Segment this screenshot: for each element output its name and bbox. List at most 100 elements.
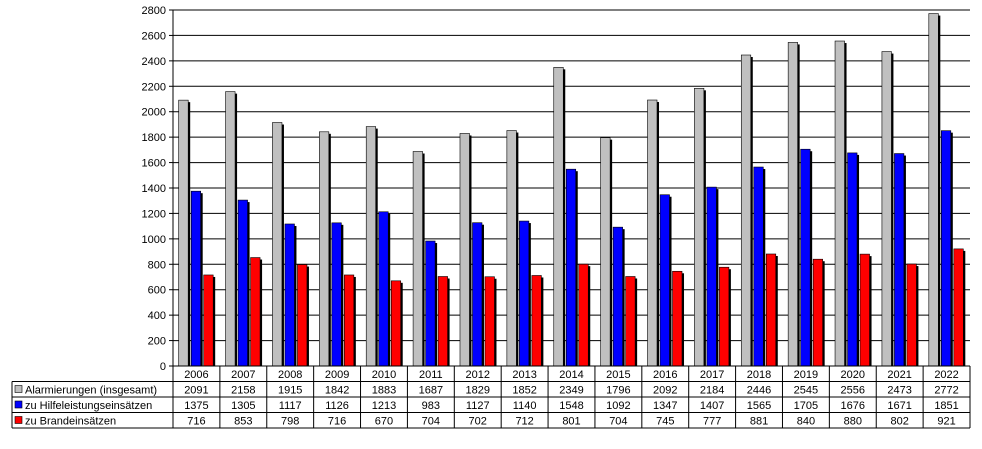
data-label: 1305	[231, 400, 255, 412]
data-label: 921	[937, 416, 955, 428]
bar	[506, 130, 517, 367]
bars	[178, 13, 966, 367]
legend-label: zu Brandeinsätzen	[25, 416, 116, 428]
data-label: 1140	[513, 400, 537, 412]
data-label: 853	[234, 416, 252, 428]
data-label: 2091	[184, 385, 208, 397]
category-label: 2022	[934, 369, 958, 381]
bar	[928, 13, 939, 367]
bar	[297, 264, 308, 367]
bar	[319, 131, 330, 367]
y-tick-label: 2200	[142, 81, 166, 93]
category-label: 2008	[278, 369, 302, 381]
data-label: 716	[187, 416, 205, 428]
y-tick-label: 1200	[142, 208, 166, 220]
bar	[531, 275, 542, 367]
bar	[425, 240, 436, 367]
data-label: 2092	[653, 385, 677, 397]
category-label: 2009	[325, 369, 349, 381]
data-label: 1852	[512, 385, 536, 397]
data-label: 1127	[466, 400, 490, 412]
bar	[203, 274, 214, 367]
legend-swatch	[14, 400, 23, 409]
data-label: 1213	[372, 400, 396, 412]
bar	[647, 99, 658, 367]
data-label: 798	[281, 416, 299, 428]
bar	[859, 253, 870, 367]
bar	[894, 153, 905, 367]
bar	[378, 211, 389, 367]
data-label: 1565	[747, 400, 771, 412]
y-tick-label: 600	[148, 285, 166, 297]
bar	[565, 168, 577, 367]
y-tick-label: 200	[148, 336, 166, 348]
data-table: 2006 2007 2008 2009 2010 2011 2012 2013 2014 2015…	[11, 365, 971, 429]
bar	[625, 276, 636, 367]
category-label: 2011	[419, 369, 443, 381]
bar	[740, 54, 752, 367]
bar	[459, 133, 470, 367]
category-label: 2007	[231, 369, 255, 381]
y-tick-label: 2800	[142, 5, 166, 17]
data-label: 840	[797, 416, 815, 428]
category-label: 2014	[559, 369, 583, 381]
data-label: 745	[656, 416, 674, 428]
data-label: 1687	[419, 385, 443, 397]
data-label: 1915	[278, 385, 302, 397]
bar	[659, 194, 670, 367]
data-label: 1796	[606, 385, 630, 397]
data-label: 1829	[465, 385, 489, 397]
bar	[178, 99, 189, 367]
data-label: 2349	[559, 385, 583, 397]
bar	[834, 40, 845, 367]
category-label: 2013	[512, 369, 536, 381]
bar	[472, 222, 483, 367]
data-label: 1883	[372, 385, 396, 397]
bar	[672, 270, 683, 367]
category-label: 2020	[841, 369, 865, 381]
bar	[390, 280, 402, 367]
data-label: 801	[562, 416, 580, 428]
data-label: 704	[422, 416, 440, 428]
bar	[941, 130, 952, 367]
data-label: 1117	[279, 400, 302, 412]
category-label: 2010	[372, 369, 396, 381]
bar	[719, 266, 730, 367]
bar	[190, 190, 201, 367]
data-label: 2446	[747, 385, 771, 397]
category-label: 2019	[794, 369, 818, 381]
data-label: 704	[609, 416, 627, 428]
bar	[847, 152, 858, 367]
category-label: 2017	[700, 369, 724, 381]
data-label: 802	[890, 416, 908, 428]
bar	[578, 263, 589, 367]
y-tick-label: 2600	[142, 30, 166, 42]
data-label: 2184	[700, 385, 724, 397]
category-label: 2015	[606, 369, 630, 381]
bar	[812, 258, 823, 367]
data-label: 1842	[325, 385, 349, 397]
data-label: 702	[469, 416, 487, 428]
category-label: 2012	[465, 369, 489, 381]
category-label: 2018	[747, 369, 771, 381]
data-label: 2473	[887, 385, 911, 397]
data-label: 2158	[231, 385, 255, 397]
y-tick-label: 1000	[142, 234, 166, 246]
bar	[553, 67, 564, 367]
y-tick-label: 400	[148, 310, 166, 322]
bar	[272, 122, 283, 367]
y-tick-label: 800	[148, 259, 166, 271]
category-label: 2016	[653, 369, 677, 381]
data-label: 983	[422, 400, 440, 412]
data-label: 777	[703, 416, 721, 428]
bar	[365, 126, 377, 367]
bar	[237, 199, 248, 367]
bar	[765, 253, 777, 367]
data-label: 1676	[841, 400, 865, 412]
bar	[331, 222, 342, 367]
bar	[600, 137, 611, 367]
y-tick-label: 1400	[142, 183, 166, 195]
bar	[344, 274, 355, 367]
bar	[437, 276, 448, 367]
data-label: 2545	[794, 385, 818, 397]
